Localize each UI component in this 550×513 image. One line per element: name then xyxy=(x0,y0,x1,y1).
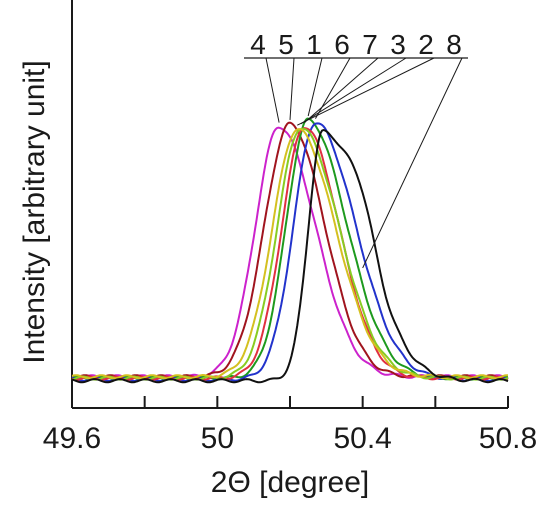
x-axis-title: 2Θ [degree] xyxy=(211,466,369,499)
curves xyxy=(71,117,509,384)
leader-line-4 xyxy=(265,57,280,123)
label-leaders xyxy=(244,57,468,269)
curve-label-3: 3 xyxy=(390,29,406,60)
x-ticks: 49.6 50 50.4 50.8 xyxy=(43,396,537,455)
leader-line-8 xyxy=(362,57,463,269)
curve-label-1: 1 xyxy=(306,29,322,60)
y-axis-title: Intensity [arbitrary unit] xyxy=(18,60,51,363)
curve-label-2: 2 xyxy=(418,29,434,60)
curve-label-5: 5 xyxy=(278,29,294,60)
leader-line-3 xyxy=(300,57,407,125)
x-tick-label: 49.6 xyxy=(43,422,101,455)
leader-line-1 xyxy=(307,57,323,117)
series-line-8 xyxy=(71,128,509,384)
leader-line-2 xyxy=(297,57,435,126)
curve-label-6: 6 xyxy=(334,29,350,60)
leader-line-6 xyxy=(314,57,351,119)
curve-label-7: 7 xyxy=(362,29,378,60)
x-tick-label: 50.8 xyxy=(479,422,537,455)
leader-line-5 xyxy=(289,57,295,120)
axis-frame xyxy=(71,0,508,409)
x-tick-label: 50.4 xyxy=(333,422,391,455)
curve-label-4: 4 xyxy=(250,29,266,60)
x-tick-label: 50 xyxy=(201,422,234,455)
curve-label-8: 8 xyxy=(446,29,462,60)
leader-line-7 xyxy=(304,57,379,123)
series-line-6 xyxy=(71,122,509,383)
